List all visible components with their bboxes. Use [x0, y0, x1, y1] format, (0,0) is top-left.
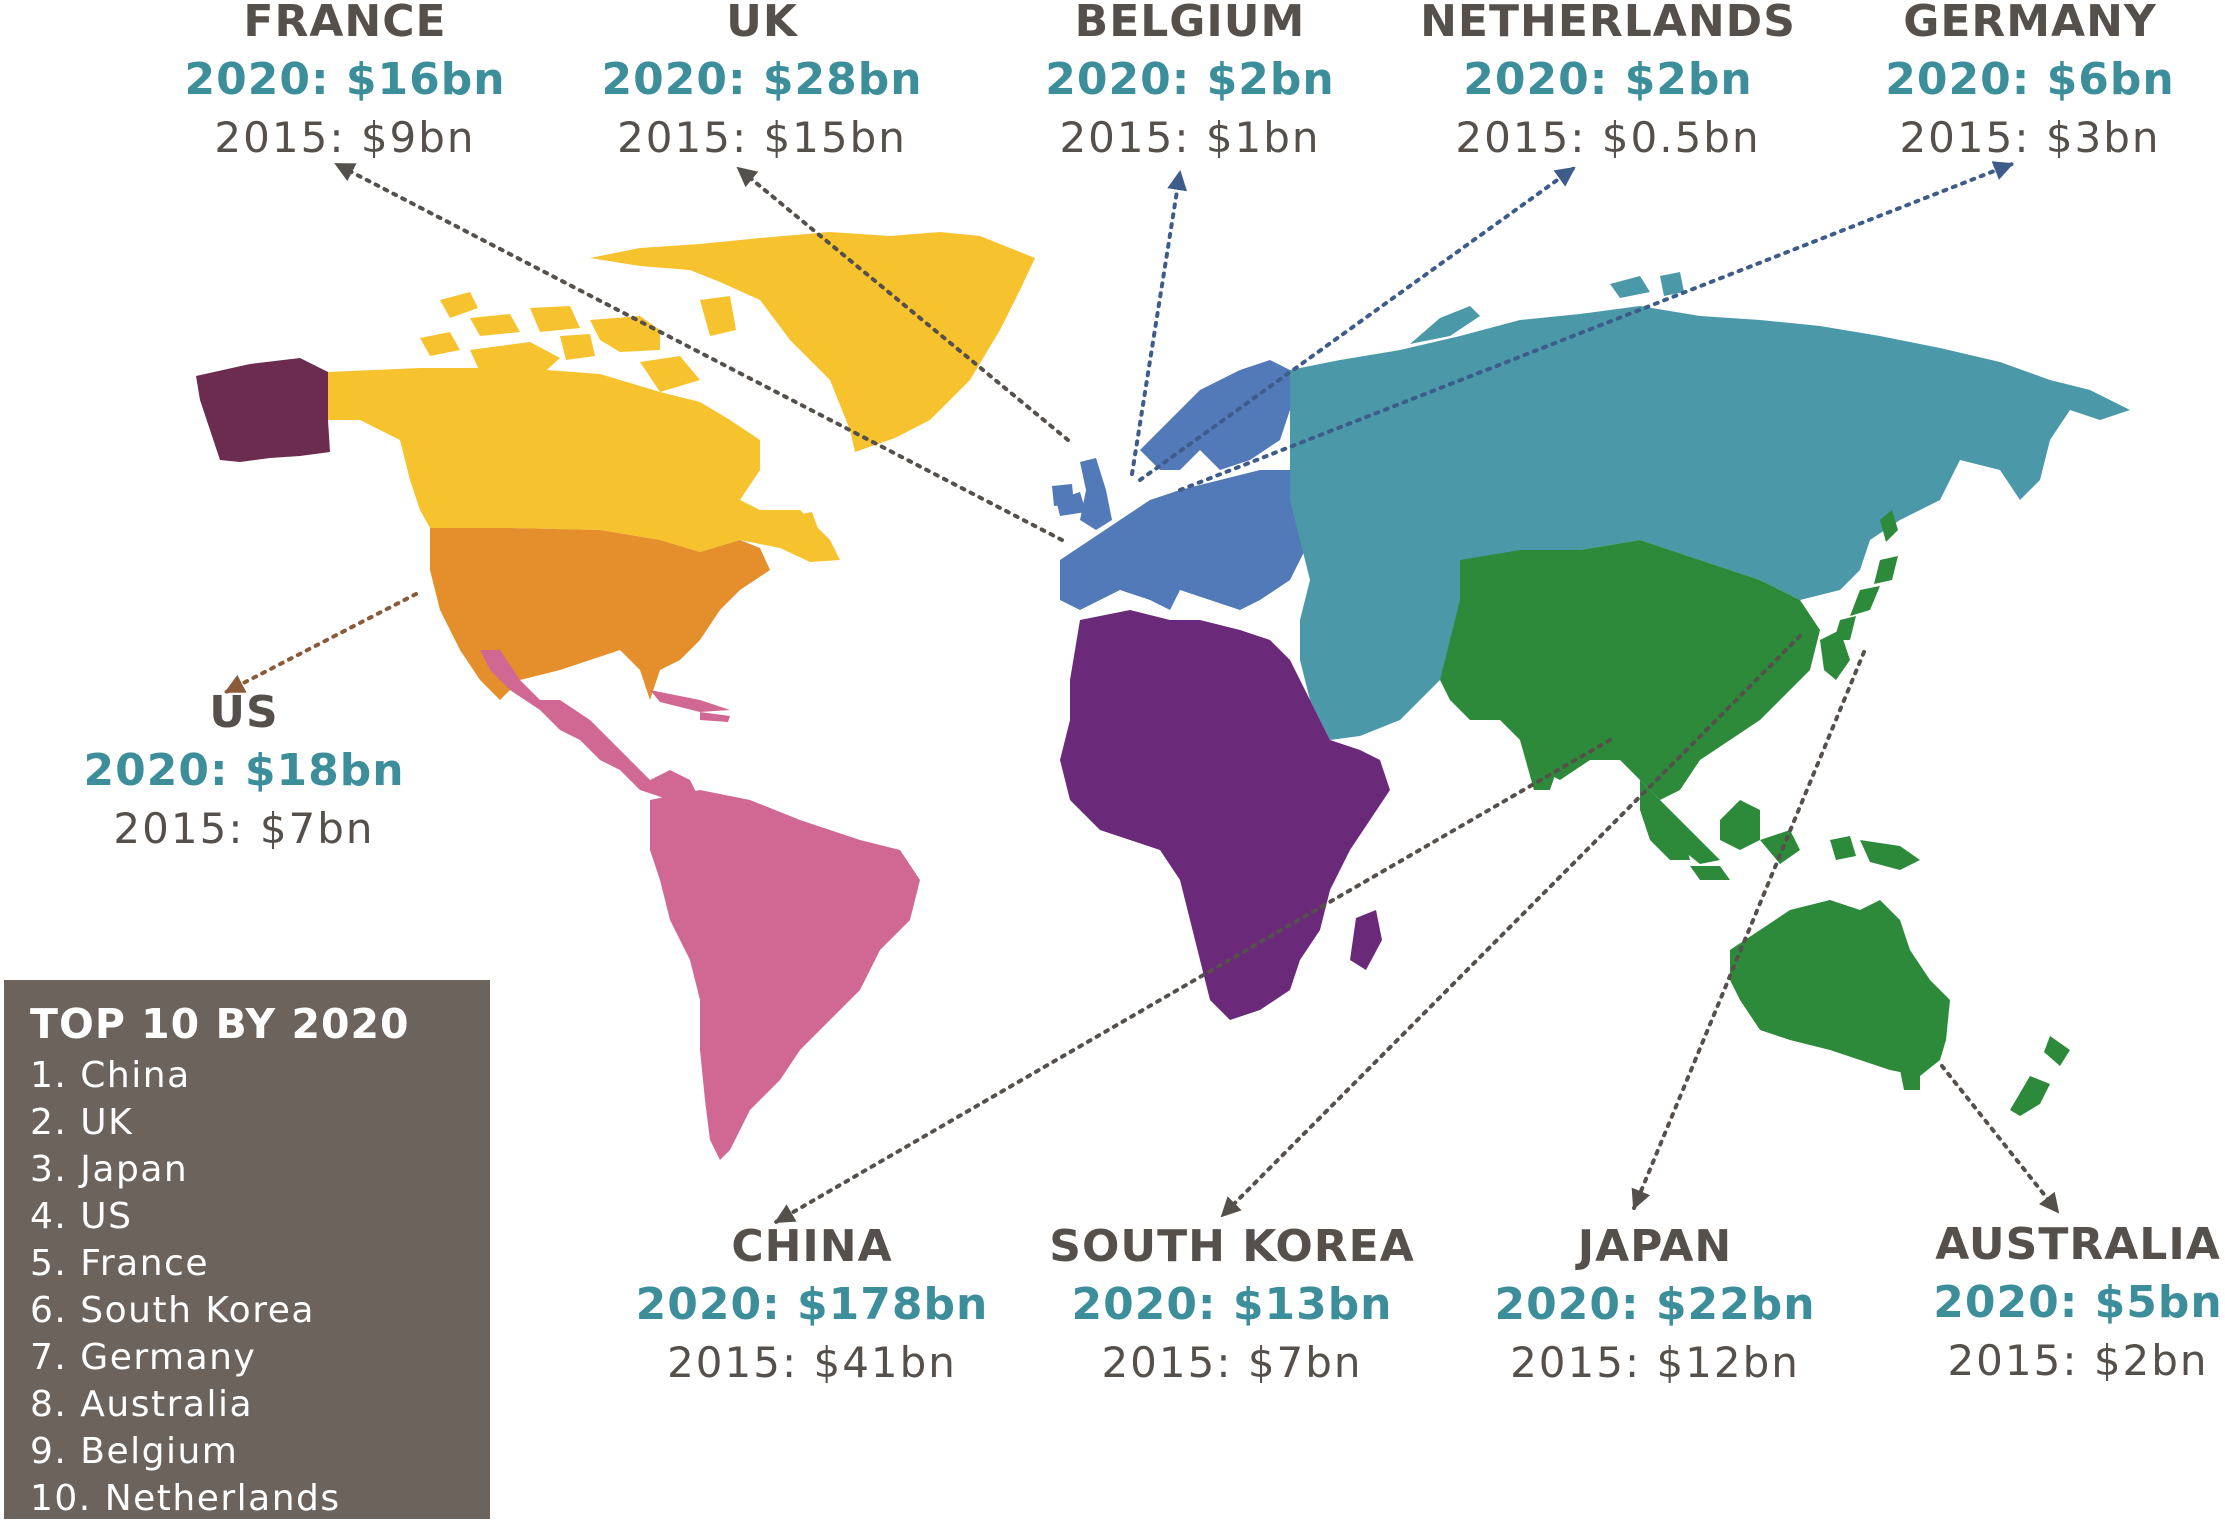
- value-2020: 2020: $2bn: [1463, 54, 1753, 105]
- central-america-shape: [480, 650, 700, 800]
- connector-uk: [736, 166, 1070, 442]
- south-america-shape: [650, 790, 920, 1160]
- value-2015: 2015: $41bn: [667, 1338, 957, 1387]
- value-2020: 2020: $178bn: [635, 1279, 989, 1330]
- connector-south-korea: [1220, 634, 1802, 1218]
- country-name: BELGIUM: [1074, 0, 1306, 47]
- arctic-russia-islands-shape: [1410, 272, 1684, 344]
- value-2020: 2020: $5bn: [1933, 1277, 2223, 1328]
- value-2015: 2015: $2bn: [1947, 1336, 2209, 1385]
- connector-australia: [1940, 1064, 2060, 1214]
- top10-title: TOP 10 BY 2020: [30, 1000, 410, 1048]
- canada-shape: [328, 368, 840, 562]
- newfoundland-shape: [792, 512, 822, 546]
- africa-shape: [1060, 610, 1390, 1020]
- connector-france: [334, 162, 1064, 542]
- caribbean-shape: [650, 690, 730, 722]
- value-2015: 2015: $3bn: [1899, 113, 2161, 162]
- connector-us: [224, 592, 418, 694]
- value-2015: 2015: $1bn: [1059, 113, 1321, 162]
- value-2015: 2015: $7bn: [113, 804, 375, 853]
- greenland-shape: [590, 232, 1035, 452]
- label-south-korea: SOUTH KOREA 2020: $13bn 2015: $7bn: [1049, 1218, 1415, 1392]
- country-name: SOUTH KOREA: [1049, 1221, 1415, 1272]
- value-2015: 2015: $15bn: [617, 113, 907, 162]
- top10-item: 4. US: [30, 1196, 133, 1237]
- top10-panel: TOP 10 BY 2020 1. China 2. UK 3. Japan 4…: [4, 980, 490, 1519]
- top10-item: 2. UK: [30, 1102, 134, 1143]
- value-2015: 2015: $7bn: [1101, 1338, 1363, 1387]
- label-japan: JAPAN 2020: $22bn 2015: $12bn: [1494, 1218, 1815, 1392]
- top10-item: 5. France: [30, 1243, 209, 1284]
- value-2020: 2020: $16bn: [184, 54, 506, 105]
- tasmania-shape: [1900, 1070, 1920, 1090]
- connector-belgium: [1130, 170, 1188, 476]
- top10-item: 9. Belgium: [30, 1431, 239, 1472]
- scandinavia-shape: [1140, 360, 1290, 470]
- arctic-islands-shape: [420, 292, 736, 392]
- value-2015: 2015: $0.5bn: [1455, 113, 1761, 162]
- country-name: US: [209, 687, 279, 738]
- connector-china: [774, 738, 1612, 1224]
- mainland-europe-shape: [1060, 470, 1310, 610]
- country-name: UK: [726, 0, 798, 47]
- label-belgium: BELGIUM 2020: $2bn 2015: $1bn: [1045, 0, 1334, 167]
- top10-item: 6. South Korea: [30, 1290, 315, 1331]
- connector-lines: [224, 161, 2060, 1224]
- value-2015: 2015: $9bn: [214, 113, 476, 162]
- indonesia-shape: [1640, 800, 1920, 880]
- top10-item: 8. Australia: [30, 1384, 254, 1425]
- country-name: NETHERLANDS: [1420, 0, 1796, 47]
- usa-shape: [430, 528, 770, 700]
- top10-item: 3. Japan: [30, 1149, 189, 1190]
- madagascar-shape: [1350, 910, 1382, 970]
- value-2020: 2020: $28bn: [601, 54, 923, 105]
- label-china: CHINA 2020: $178bn 2015: $41bn: [636, 1218, 989, 1392]
- south-asia-shape: [1440, 540, 1820, 800]
- uk-shape: [1052, 458, 1112, 530]
- country-name: FRANCE: [243, 0, 447, 47]
- top10-item: 7. Germany: [30, 1337, 257, 1378]
- russia-shape: [1290, 306, 2130, 740]
- new-zealand-shape: [2010, 1036, 2070, 1116]
- country-name: GERMANY: [1903, 0, 2157, 47]
- label-france: FRANCE 2020: $16bn 2015: $9bn: [184, 0, 505, 167]
- top10-item: 1. China: [30, 1055, 191, 1096]
- connector-netherlands: [1138, 166, 1576, 482]
- label-uk: UK 2020: $28bn 2015: $15bn: [601, 0, 922, 167]
- value-2020: 2020: $18bn: [83, 745, 405, 796]
- connector-germany: [1178, 161, 2014, 492]
- value-2020: 2020: $13bn: [1071, 1279, 1393, 1330]
- value-2020: 2020: $6bn: [1885, 54, 2175, 105]
- australia-shape: [1730, 900, 1950, 1076]
- connector-japan: [1631, 650, 1866, 1210]
- label-us: US 2020: $18bn 2015: $7bn: [83, 684, 404, 858]
- india-tip-shape: [1520, 740, 1560, 790]
- japan-islands-shape: [1834, 510, 1898, 640]
- country-name: CHINA: [731, 1221, 893, 1272]
- value-2020: 2020: $22bn: [1494, 1279, 1816, 1330]
- top10-item: 10. Netherlands: [30, 1478, 341, 1519]
- value-2020: 2020: $2bn: [1045, 54, 1335, 105]
- label-germany: GERMANY 2020: $6bn 2015: $3bn: [1885, 0, 2174, 167]
- label-netherlands: NETHERLANDS 2020: $2bn 2015: $0.5bn: [1420, 0, 1796, 167]
- label-australia: AUSTRALIA 2020: $5bn 2015: $2bn: [1933, 1216, 2222, 1390]
- country-name: AUSTRALIA: [1935, 1219, 2221, 1270]
- country-name: JAPAN: [1577, 1221, 1733, 1272]
- iceland-shape: [1056, 492, 1086, 516]
- alaska-shape: [196, 358, 330, 462]
- value-2015: 2015: $12bn: [1510, 1338, 1800, 1387]
- korea-shape: [1820, 630, 1850, 680]
